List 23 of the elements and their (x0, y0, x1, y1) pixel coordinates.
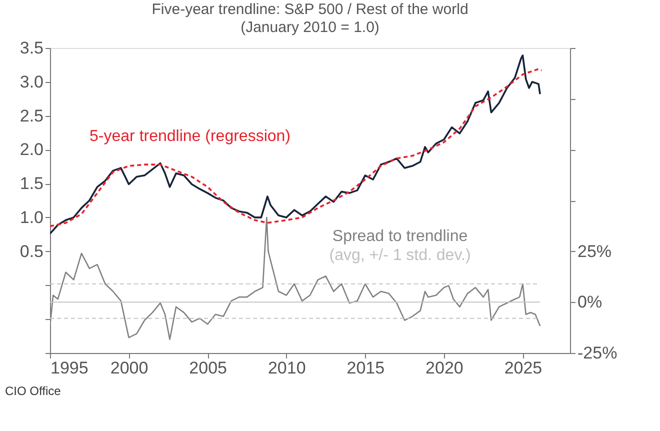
x-tick-label: 2010 (268, 358, 306, 378)
y2-tick-label: 0% (578, 292, 602, 312)
y-tick-label: 3.0 (20, 72, 44, 92)
x-tick-label: 2020 (426, 358, 464, 378)
x-tick-label: 2005 (189, 358, 227, 378)
y-tick-label: 3.5 (20, 38, 44, 58)
x-tick-label: 2025 (504, 358, 542, 378)
chart-title: Five-year trendline: S&P 500 / Rest of the world (152, 1, 468, 18)
y-tick-label: 0.5 (20, 242, 44, 261)
chart-subtitle: (January 2010 = 1.0) (240, 19, 380, 36)
y-tick-label: 1.5 (20, 174, 44, 194)
series-label: Spread to trendline (332, 228, 468, 245)
x-tick-label: 2015 (346, 358, 385, 378)
y-tick-label: 2.0 (20, 140, 44, 160)
annotation: (avg, +/- 1 std. dev.) (329, 247, 471, 264)
y2-tick-label: -25% (578, 344, 618, 362)
x-tick-label: 1995 (50, 358, 88, 378)
text: 5-year trendline (regression) (90, 128, 290, 145)
y2-tick-label: 25% (578, 242, 612, 261)
y-tick-label: 1.0 (20, 208, 44, 227)
y-tick-label: 2.5 (20, 106, 44, 126)
x-tick-label: 2000 (110, 358, 148, 378)
text: CIO Office (5, 384, 62, 398)
